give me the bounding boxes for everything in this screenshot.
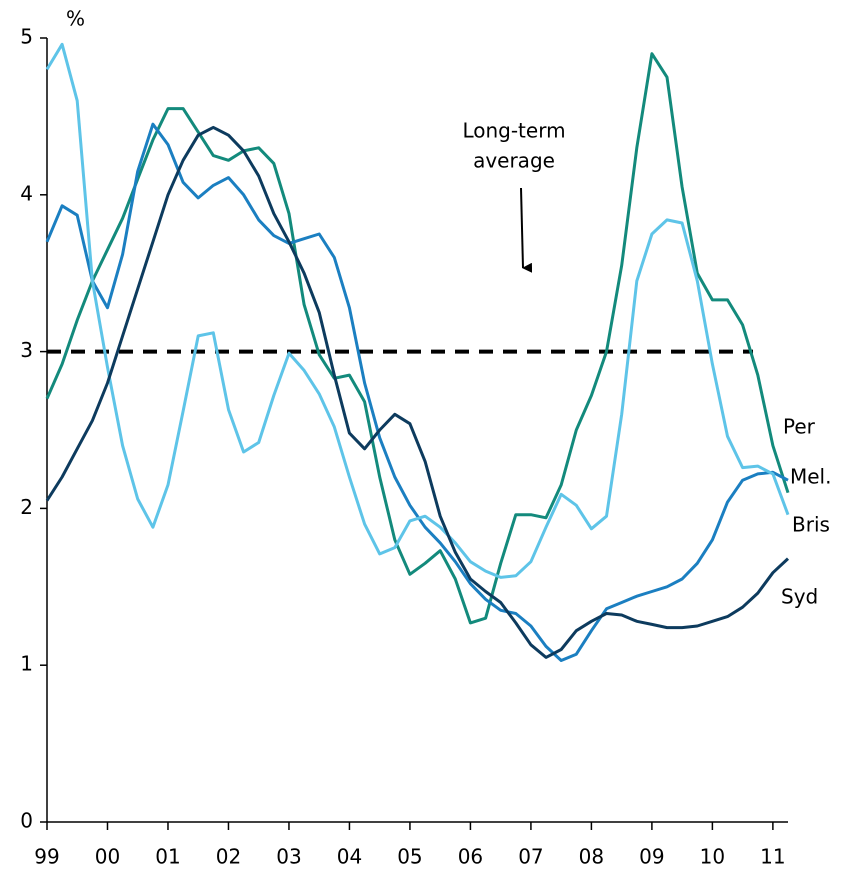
x-tick-label: 09 (639, 845, 664, 869)
series-line (45, 122, 789, 662)
x-tick-label: 10 (700, 845, 725, 869)
x-tick-label: 04 (337, 845, 362, 869)
x-tick-label: 02 (216, 845, 241, 869)
x-tick-label: 01 (155, 845, 180, 869)
y-tick-label: 5 (20, 25, 33, 49)
x-tick-label: 99 (34, 845, 59, 869)
y-unit: % (66, 7, 85, 31)
series-line (45, 125, 790, 659)
legend-label: Syd (781, 585, 818, 609)
legend-label: Bris (792, 513, 830, 537)
legend-label: Per (783, 415, 816, 439)
x-tick-label: 07 (518, 845, 543, 869)
x-tick-label: 00 (95, 845, 120, 869)
x-tick-label: 06 (458, 845, 483, 869)
legend-label: Mel. (790, 465, 831, 489)
series-line (45, 52, 790, 625)
y-tick-label: 2 (20, 495, 33, 519)
y-tick-label: 4 (20, 181, 33, 205)
y-tick-label: 3 (20, 338, 33, 362)
annotation-arrow (520, 187, 533, 273)
x-tick-label: 11 (760, 845, 785, 869)
y-tick-label: 1 (20, 652, 33, 676)
annotation: Long-term (462, 119, 565, 143)
y-tick-label: 0 (20, 809, 33, 833)
x-tick-label: 05 (397, 845, 422, 869)
x-tick-label: 08 (579, 845, 604, 869)
x-tick-label: 03 (276, 845, 301, 869)
series-line (45, 42, 790, 579)
annotation: average (473, 149, 555, 173)
